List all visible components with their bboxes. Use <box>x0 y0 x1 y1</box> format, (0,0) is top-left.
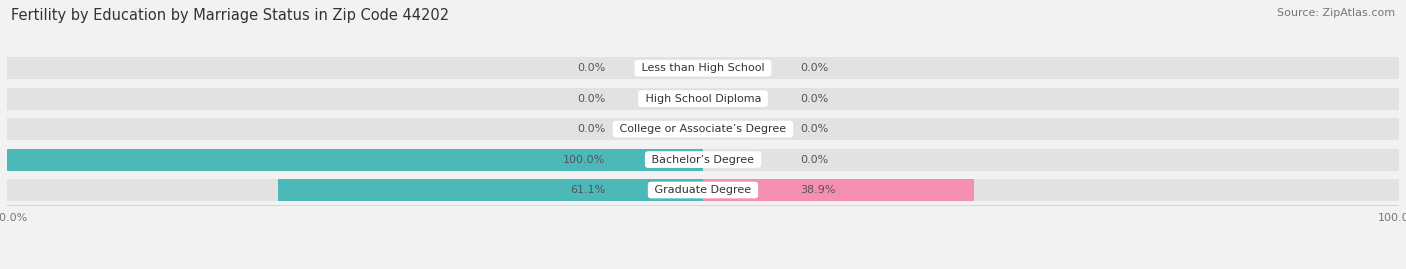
Bar <box>7 57 1399 79</box>
Text: 0.0%: 0.0% <box>800 124 828 134</box>
Bar <box>278 179 703 201</box>
Bar <box>7 88 1399 110</box>
Text: 0.0%: 0.0% <box>578 124 606 134</box>
Text: 61.1%: 61.1% <box>571 185 606 195</box>
Text: Source: ZipAtlas.com: Source: ZipAtlas.com <box>1277 8 1395 18</box>
Text: College or Associate’s Degree: College or Associate’s Degree <box>616 124 790 134</box>
Text: Bachelor’s Degree: Bachelor’s Degree <box>648 155 758 165</box>
Text: 38.9%: 38.9% <box>800 185 837 195</box>
Bar <box>703 179 974 201</box>
Bar <box>7 118 1399 140</box>
Text: Less than High School: Less than High School <box>638 63 768 73</box>
Text: Fertility by Education by Marriage Status in Zip Code 44202: Fertility by Education by Marriage Statu… <box>11 8 450 23</box>
Text: 0.0%: 0.0% <box>800 155 828 165</box>
Text: 0.0%: 0.0% <box>800 94 828 104</box>
Text: High School Diploma: High School Diploma <box>641 94 765 104</box>
Text: 0.0%: 0.0% <box>578 94 606 104</box>
Bar <box>7 179 1399 201</box>
Text: Graduate Degree: Graduate Degree <box>651 185 755 195</box>
Text: 0.0%: 0.0% <box>578 63 606 73</box>
Bar <box>7 148 703 171</box>
Bar <box>7 148 1399 171</box>
Text: 100.0%: 100.0% <box>564 155 606 165</box>
Text: 0.0%: 0.0% <box>800 63 828 73</box>
